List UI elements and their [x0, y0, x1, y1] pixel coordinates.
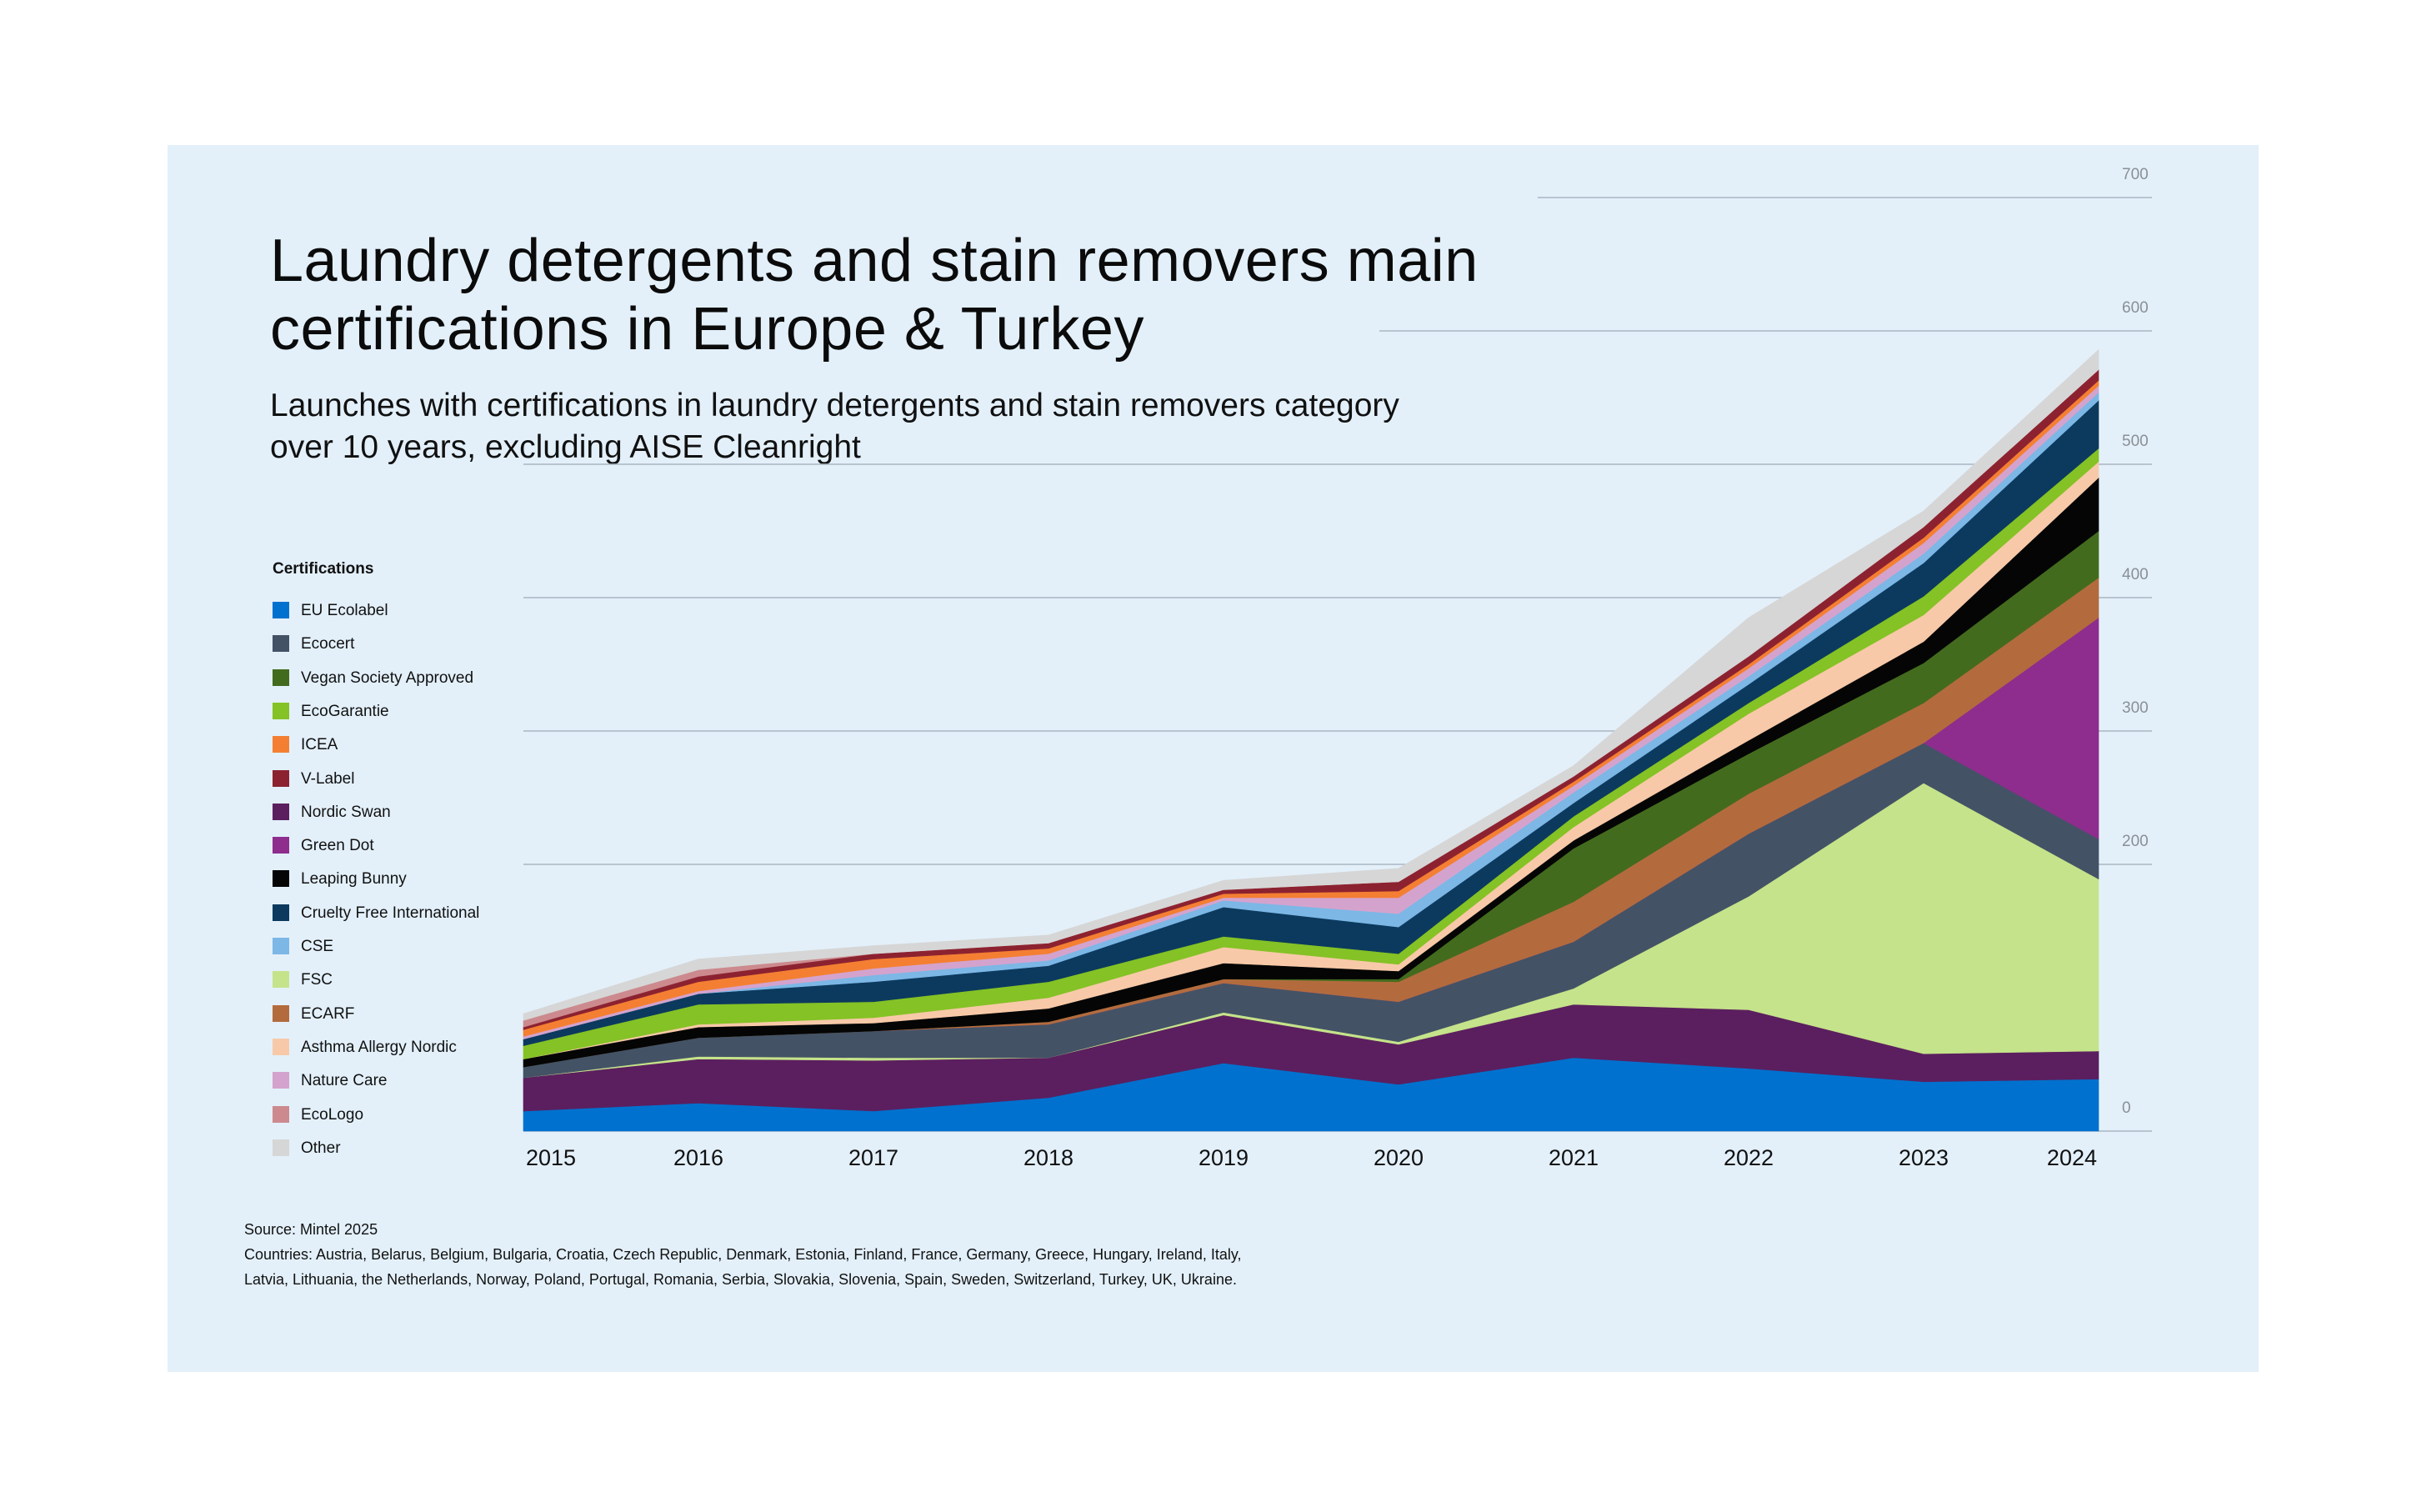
y-tick-label: 600 — [2122, 299, 2149, 317]
y-tick-label: 300 — [2122, 699, 2149, 717]
legend-label: Green Dot — [301, 837, 374, 855]
source-note: Source: Mintel 2025 Countries: Austria, … — [244, 1217, 1242, 1292]
x-tick-label: 2017 — [848, 1145, 898, 1170]
legend-title: Certifications — [273, 560, 374, 578]
legend-label: EU Ecolabel — [301, 602, 388, 619]
x-tick-label: 2020 — [1374, 1145, 1424, 1170]
x-tick-label: 2024 — [2047, 1145, 2097, 1170]
x-tick-label: 2019 — [1198, 1145, 1249, 1170]
legend-swatch — [273, 938, 289, 954]
legend-label: Ecocert — [301, 635, 355, 653]
area-other — [523, 348, 2099, 1021]
y-tick-label: 0 — [2122, 1099, 2131, 1117]
y-tick-label: 200 — [2122, 833, 2149, 850]
chart-title: Laundry detergents and stain removers ma… — [270, 228, 1479, 363]
x-tick-label: 2021 — [1549, 1145, 1599, 1170]
y-tick-label: 500 — [2122, 433, 2149, 450]
legend-swatch — [273, 1004, 289, 1022]
y-tick-label: 700 — [2122, 166, 2149, 183]
legend-label: Nature Care — [301, 1072, 388, 1090]
legend-swatch — [273, 736, 289, 753]
x-tick-label: 2018 — [1023, 1145, 1073, 1170]
legend-swatch — [273, 602, 289, 618]
legend-swatch — [273, 668, 289, 686]
legend-swatch — [273, 1072, 289, 1089]
legend-label: ECARF — [301, 1004, 355, 1023]
x-tick-label: 2022 — [1724, 1145, 1774, 1170]
legend-label: EcoLogo — [301, 1105, 364, 1124]
y-tick-label: 400 — [2122, 566, 2149, 583]
x-tick-label: 2016 — [673, 1145, 723, 1170]
legend-swatch — [273, 803, 289, 820]
legend-swatch — [273, 870, 289, 888]
countries-line-1: Countries: Austria, Belarus, Belgium, Bu… — [244, 1246, 1242, 1263]
x-tick-label: 2015 — [526, 1145, 576, 1170]
legend-swatch — [273, 971, 289, 989]
legend-swatch — [273, 837, 289, 854]
legend-label: FSC — [301, 971, 333, 989]
chart-subtitle: Launches with certifications in laundry … — [270, 388, 1399, 465]
legend-label: Nordic Swan — [301, 803, 391, 821]
countries-line-2: Latvia, Lithuania, the Netherlands, Norw… — [244, 1271, 1237, 1288]
legend-swatch — [273, 1139, 289, 1156]
legend-label: Leaping Bunny — [301, 870, 407, 889]
legend-swatch — [273, 1105, 289, 1123]
legend-swatch — [273, 702, 289, 719]
legend-label: CSE — [301, 938, 334, 955]
legend-swatch — [273, 1038, 289, 1055]
legend-label: Cruelty Free International — [301, 904, 480, 922]
legend-label: Other — [301, 1139, 341, 1157]
legend-label: V-Label — [301, 769, 355, 788]
legend-label: ICEA — [301, 736, 338, 754]
legend-label: Asthma Allergy Nordic — [301, 1038, 457, 1056]
legend-label: Vegan Society Approved — [301, 668, 474, 687]
legend-label: EcoGarantie — [301, 702, 389, 720]
legend-swatch — [273, 769, 289, 787]
legend-swatch — [273, 635, 289, 653]
source-text: Source: Mintel 2025 — [244, 1221, 378, 1238]
legend-swatch — [273, 904, 289, 921]
x-tick-label: 2023 — [1899, 1145, 1949, 1170]
